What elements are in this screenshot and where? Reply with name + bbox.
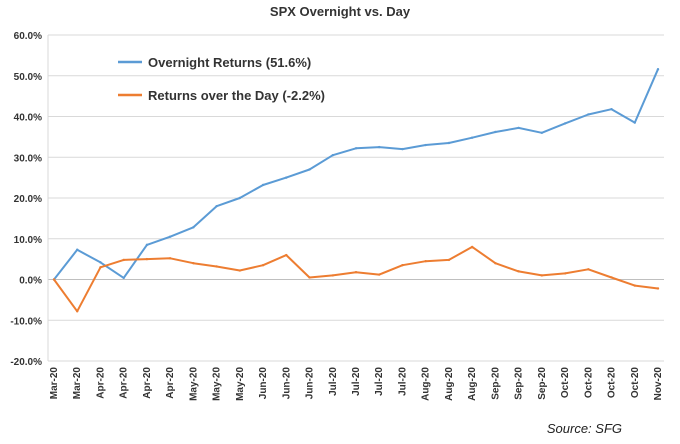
data-point xyxy=(494,262,497,265)
x-tick-label: Aug-20 xyxy=(467,367,478,401)
series-line-0 xyxy=(53,68,659,281)
data-point xyxy=(494,130,497,134)
data-point xyxy=(401,264,404,267)
data-point xyxy=(122,276,125,280)
data-point xyxy=(656,287,660,290)
data-point xyxy=(540,131,544,134)
x-tick-label: Sep-20 xyxy=(490,367,501,400)
data-point xyxy=(587,113,590,116)
x-tick-label: Jun-20 xyxy=(281,367,292,400)
y-tick-label: 10.0% xyxy=(14,235,42,246)
data-point xyxy=(401,147,404,151)
data-point xyxy=(76,248,79,251)
data-point xyxy=(215,204,218,208)
x-tick-label: Aug-20 xyxy=(421,367,432,401)
legend-label: Returns over the Day (-2.2%) xyxy=(148,88,325,103)
data-point xyxy=(424,143,427,147)
data-point xyxy=(168,235,172,238)
x-tick-label: Sep-20 xyxy=(537,367,548,400)
data-point xyxy=(331,154,334,157)
data-point xyxy=(633,121,636,124)
data-point xyxy=(540,274,544,277)
y-tick-label: -10.0% xyxy=(10,316,42,327)
x-tick-label: Mar-20 xyxy=(72,367,83,400)
data-point xyxy=(308,168,311,171)
y-tick-label: 30.0% xyxy=(14,153,42,164)
data-point xyxy=(470,245,474,249)
data-point xyxy=(285,176,288,179)
y-tick-label: 60.0% xyxy=(14,31,42,42)
x-tick-label: Jun-20 xyxy=(258,367,269,400)
x-tick-label: Oct-20 xyxy=(583,367,594,399)
data-point xyxy=(168,257,172,260)
data-point xyxy=(447,258,451,262)
data-point xyxy=(470,136,474,139)
x-tick-label: Jul-20 xyxy=(397,367,408,396)
data-point xyxy=(238,269,242,272)
data-point xyxy=(331,274,334,277)
x-tick-label: Oct-20 xyxy=(630,367,641,399)
data-point xyxy=(587,268,590,271)
y-tick-label: 20.0% xyxy=(14,194,42,205)
data-point xyxy=(215,265,218,268)
data-point xyxy=(633,284,636,287)
y-tick-label: 40.0% xyxy=(14,113,42,124)
data-point xyxy=(354,147,358,150)
data-point xyxy=(145,257,149,261)
chart-title: SPX Overnight vs. Day xyxy=(269,4,411,19)
data-point xyxy=(52,278,56,281)
data-point xyxy=(517,126,520,130)
x-tick-label: Nov-20 xyxy=(653,367,664,401)
x-tick-label: Jul-20 xyxy=(328,367,339,396)
data-point xyxy=(656,68,660,71)
x-tick-label: Apr-20 xyxy=(165,367,176,399)
data-point xyxy=(285,253,288,257)
x-tick-label: Jul-20 xyxy=(351,367,362,396)
data-point xyxy=(563,272,567,275)
data-point xyxy=(447,141,451,145)
data-point xyxy=(610,276,613,279)
data-point xyxy=(424,259,427,263)
data-point xyxy=(122,258,125,262)
data-point xyxy=(308,276,311,279)
data-point xyxy=(378,273,381,276)
x-tick-label: May-20 xyxy=(188,367,199,401)
data-point xyxy=(238,196,242,200)
x-tick-label: Oct-20 xyxy=(607,367,618,399)
legend-label: Overnight Returns (51.6%) xyxy=(148,55,311,70)
x-tick-label: Mar-20 xyxy=(49,367,60,400)
x-tick-label: Jun-20 xyxy=(305,367,316,400)
data-point xyxy=(261,264,265,267)
y-tick-label: 0.0% xyxy=(19,276,42,287)
data-point xyxy=(145,243,149,247)
data-point xyxy=(99,266,102,269)
data-point xyxy=(517,270,520,273)
x-tick-label: May-20 xyxy=(212,367,223,401)
x-tick-label: Jul-20 xyxy=(374,367,385,396)
data-point xyxy=(192,262,195,265)
data-point xyxy=(378,145,381,149)
data-point xyxy=(610,107,613,111)
data-point xyxy=(192,226,195,229)
source-note: Source: SFG xyxy=(546,421,622,436)
data-point xyxy=(261,183,265,187)
x-tick-label: Sep-20 xyxy=(514,367,525,400)
y-tick-label: -20.0% xyxy=(10,357,42,368)
data-point xyxy=(99,261,102,264)
y-tick-label: 50.0% xyxy=(14,72,42,83)
data-point xyxy=(76,310,79,313)
data-point xyxy=(563,122,567,125)
data-point xyxy=(354,270,358,274)
x-tick-label: Aug-20 xyxy=(444,367,455,401)
x-tick-label: Apr-20 xyxy=(95,367,106,399)
x-tick-label: Apr-20 xyxy=(119,367,130,399)
x-tick-label: May-20 xyxy=(235,367,246,401)
x-tick-label: Apr-20 xyxy=(142,367,153,399)
x-tick-label: Oct-20 xyxy=(560,367,571,399)
